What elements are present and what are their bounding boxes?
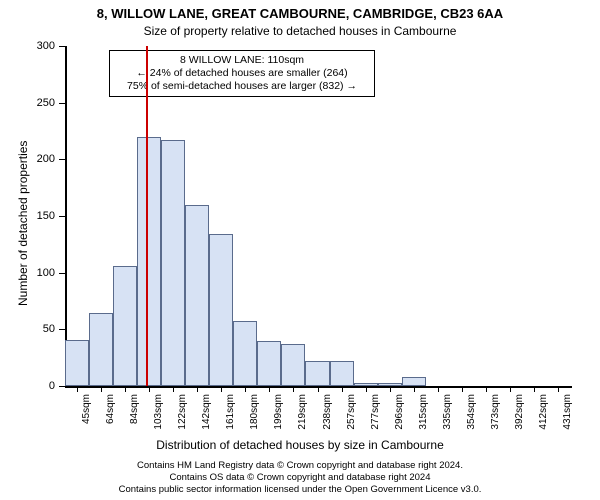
x-tick-label: 257sqm [346,394,357,430]
y-tick-label: 250 [0,97,55,109]
x-tick [293,386,294,392]
x-tick-label: 431sqm [562,394,573,430]
x-tick-label: 161sqm [225,394,236,430]
annotation-line-1: 8 WILLOW LANE: 110sqm [116,54,368,67]
histogram-bar [305,361,329,386]
x-tick [342,386,343,392]
x-tick [510,386,511,392]
histogram-bar [89,313,113,386]
x-tick [438,386,439,392]
x-tick [77,386,78,392]
histogram-bar [281,344,305,386]
x-tick-label: 373sqm [490,394,501,430]
y-tick [59,386,65,387]
histogram-bar [257,341,281,386]
y-tick [59,159,65,160]
histogram-bar [209,234,233,386]
x-tick-label: 103sqm [153,394,164,430]
x-tick-label: 238sqm [322,394,333,430]
histogram-bar [402,377,426,386]
y-tick-label: 200 [0,153,55,165]
histogram-bar [161,140,185,386]
histogram-bar [233,321,257,386]
x-tick [125,386,126,392]
x-tick-label: 277sqm [370,394,381,430]
x-tick-label: 335sqm [442,394,453,430]
x-tick-label: 354sqm [466,394,477,430]
footer-line-3: Contains public sector information licen… [0,484,600,496]
x-tick [462,386,463,392]
histogram-bar [137,137,161,386]
y-tick [59,216,65,217]
y-tick-label: 0 [0,380,55,392]
x-tick [221,386,222,392]
x-tick [245,386,246,392]
chart-title: 8, WILLOW LANE, GREAT CAMBOURNE, CAMBRID… [0,6,600,21]
chart-subtitle: Size of property relative to detached ho… [0,24,600,38]
x-tick-label: 315sqm [418,394,429,430]
x-tick [366,386,367,392]
x-tick-label: 122sqm [177,394,188,430]
x-axis-label: Distribution of detached houses by size … [0,438,600,452]
y-tick-label: 300 [0,40,55,52]
x-tick-label: 296sqm [394,394,405,430]
histogram-bar [185,205,209,386]
x-tick [269,386,270,392]
x-tick [149,386,150,392]
x-tick [534,386,535,392]
footer-line-2: Contains OS data © Crown copyright and d… [0,472,600,484]
y-tick-label: 100 [0,267,55,279]
y-tick-label: 50 [0,323,55,335]
x-tick [486,386,487,392]
x-tick-label: 392sqm [514,394,525,430]
y-tick [59,46,65,47]
y-tick-label: 150 [0,210,55,222]
histogram-bar [113,266,137,386]
y-tick [59,329,65,330]
x-tick-label: 64sqm [105,394,116,424]
y-tick [59,273,65,274]
x-tick [173,386,174,392]
x-tick-label: 45sqm [81,394,92,424]
y-axis-label: Number of detached properties [16,141,30,306]
x-tick [318,386,319,392]
histogram-bar [330,361,354,386]
annotation-line-3: 75% of semi-detached houses are larger (… [116,80,368,93]
annotation-line-2: ← 24% of detached houses are smaller (26… [116,67,368,80]
marker-line [146,46,148,386]
x-tick [558,386,559,392]
x-tick-label: 199sqm [273,394,284,430]
x-tick [101,386,102,392]
annotation-box: 8 WILLOW LANE: 110sqm ← 24% of detached … [109,50,375,97]
footer-attribution: Contains HM Land Registry data © Crown c… [0,460,600,496]
x-tick-label: 180sqm [249,394,260,430]
histogram-bar [65,340,89,386]
x-tick [197,386,198,392]
x-tick [414,386,415,392]
x-tick-label: 412sqm [538,394,549,430]
y-tick [59,103,65,104]
x-tick-label: 84sqm [129,394,140,424]
x-tick [390,386,391,392]
x-tick-label: 219sqm [297,394,308,430]
footer-line-1: Contains HM Land Registry data © Crown c… [0,460,600,472]
x-tick-label: 142sqm [201,394,212,430]
